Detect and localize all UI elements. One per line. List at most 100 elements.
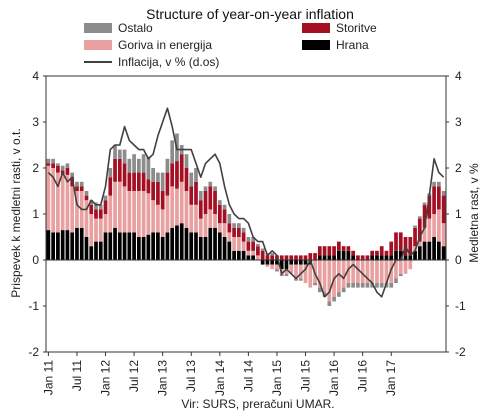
bar-hrana-37 [222,237,227,260]
bar-hrana-1 [51,232,55,260]
bar-hrana-26 [170,227,175,260]
bar-hrana-42 [246,255,251,260]
bar-hrana-78 [417,246,422,260]
bar-ostalo-21 [146,156,151,180]
bar-goriva-in-energija-65 [356,260,360,283]
bar-ostalo-48 [275,269,279,272]
bar-hrana-35 [213,227,217,260]
bar-ostalo-7 [79,181,84,187]
bar-storitve-82 [437,186,441,210]
bar-goriva-in-energija-75 [403,260,408,274]
bar-goriva-in-energija-76 [408,260,413,270]
bar-storitve-12 [103,200,108,214]
bar-hrana-20 [141,237,146,260]
bar-hrana-75 [403,255,408,260]
bar-goriva-in-energija-3 [60,174,65,231]
bar-goriva-in-energija-63 [346,260,351,283]
bar-goriva-in-energija-27 [175,188,179,226]
bar-storitve-2 [56,165,60,173]
x-tick-label-4: Jan 13 [156,360,170,396]
bar-ostalo-66 [360,283,365,288]
bar-goriva-in-energija-2 [56,172,60,233]
bar-storitve-44 [256,246,260,256]
legend-label-storitve: Storitve [336,21,377,35]
bar-goriva-in-energija-61 [337,260,341,293]
bar-ostalo-5 [70,172,75,178]
bar-goriva-in-energija-5 [70,186,75,233]
bar-goriva-in-energija-71 [384,260,389,283]
bar-storitve-80 [427,195,432,219]
bar-ostalo-14 [113,145,117,159]
bar-hrana-69 [375,255,379,260]
y-tick-label-1: 1 [32,207,39,221]
bar-hrana-49 [279,260,284,270]
bar-hrana-19 [137,237,141,260]
bar-hrana-5 [70,232,75,260]
bar-hrana-11 [98,241,103,260]
bar-storitve-45 [260,250,265,260]
bar-hrana-40 [237,250,241,260]
bar-hrana-33 [203,237,208,260]
x-tick-label-11: Jul 16 [356,360,370,392]
bar-hrana-61 [337,250,341,260]
bar-storitve-74 [398,232,403,251]
bar-ostalo-39 [232,223,236,228]
bar-goriva-in-energija-68 [370,260,375,283]
bar-ostalo-18 [132,154,136,173]
bar-ostalo-59 [327,301,332,306]
bar-ostalo-24 [160,172,165,191]
bar-storitve-21 [146,179,151,194]
bar-goriva-in-energija-19 [137,191,141,237]
bar-hrana-14 [113,227,117,260]
bar-hrana-8 [84,237,89,260]
bar-storitve-78 [417,218,422,242]
bar-storitve-69 [375,250,379,256]
bar-goriva-in-energija-6 [75,191,79,228]
bar-ostalo-4 [65,163,70,168]
bar-hrana-12 [103,232,108,260]
bar-goriva-in-energija-52 [294,264,298,279]
bar-ostalo-70 [379,283,384,288]
bar-ostalo-20 [141,154,146,173]
bar-ostalo-3 [60,165,65,171]
bar-ostalo-35 [213,186,217,191]
bar-hrana-45 [260,260,265,265]
bar-ostalo-45 [260,248,265,251]
bar-goriva-in-energija-51 [289,264,294,274]
bar-ostalo-44 [256,243,260,247]
bar-hrana-46 [265,260,270,265]
bar-goriva-in-energija-53 [298,264,303,279]
bar-ostalo-83 [441,191,446,196]
bar-ostalo-50 [284,273,289,277]
bar-hrana-22 [151,232,155,260]
bar-storitve-33 [203,191,208,214]
bar-goriva-in-energija-11 [98,218,103,242]
bar-storitve-66 [360,255,365,260]
bar-goriva-in-energija-20 [141,191,146,237]
legend-label-hrana: Hrana [336,38,369,52]
bar-storitve-8 [84,195,89,201]
bar-goriva-in-energija-82 [437,209,441,242]
bar-goriva-in-energija-16 [122,186,127,233]
bar-storitve-28 [179,154,184,182]
bar-storitve-32 [198,200,203,219]
bar-goriva-in-energija-83 [441,223,446,247]
bar-hrana-15 [117,232,122,260]
bar-ostalo-34 [208,181,213,187]
bar-ostalo-1 [51,158,55,164]
bar-ostalo-19 [137,158,141,173]
bar-hrana-50 [284,260,289,270]
bar-hrana-47 [270,260,275,265]
bar-storitve-39 [232,227,236,237]
bar-storitve-76 [408,237,413,256]
x-axis: Jan 11 Jul 11 Jan 12 Jul 12 Jan 13 Jul 13 Jan … [41,352,398,396]
bar-hrana-74 [398,250,403,260]
bar-storitve-67 [365,255,370,260]
bar-hrana-27 [175,225,179,260]
bar-goriva-in-energija-46 [265,264,270,267]
bar-goriva-in-energija-80 [427,218,432,242]
bar-storitve-35 [213,191,217,214]
bar-hrana-4 [65,230,70,260]
bar-hrana-31 [194,232,198,260]
bar-storitve-15 [117,158,122,182]
